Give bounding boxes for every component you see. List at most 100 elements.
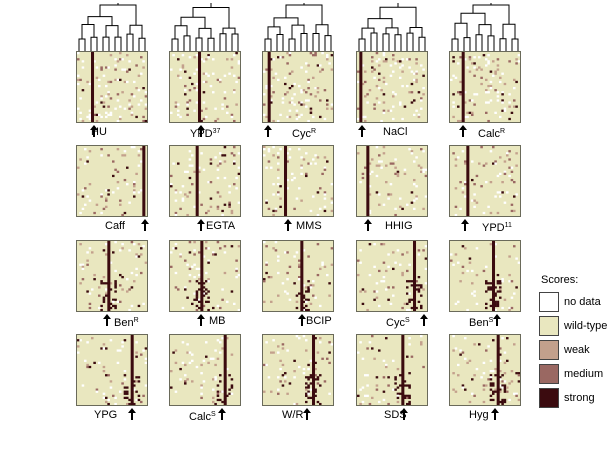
heatmap-cell <box>219 351 222 354</box>
heatmap-cell <box>140 56 143 59</box>
heatmap-cell <box>309 359 313 362</box>
heatmap-cell <box>114 241 117 244</box>
heatmap-cell <box>378 349 381 352</box>
heatmap-cell <box>179 191 182 194</box>
heatmap-cell <box>459 119 462 122</box>
heatmap-cell <box>424 174 427 178</box>
heatmap-cell <box>123 154 127 157</box>
heatmap-cell <box>401 273 404 277</box>
heatmap-cell <box>330 107 333 110</box>
heatmap-cell <box>515 164 518 167</box>
heatmap-cell <box>489 84 493 88</box>
heatmap-cell <box>387 109 390 112</box>
heatmap-cell <box>373 298 376 301</box>
heatmap-cell <box>265 166 268 169</box>
heatmap-cell <box>494 308 497 311</box>
heatmap-cell <box>293 207 296 211</box>
heatmap-cell <box>366 374 369 377</box>
heatmap-cell <box>415 70 418 73</box>
heatmap-cell <box>114 396 117 400</box>
heatmap-cell <box>510 170 514 173</box>
heatmap-cell <box>361 115 365 119</box>
heatmap-cell <box>420 170 423 173</box>
heatmap-cell <box>221 107 224 110</box>
heatmap-cell <box>288 115 292 119</box>
heatmap-cell <box>105 292 108 295</box>
heatmap-cell <box>198 170 201 173</box>
heatmap-cell <box>394 261 397 264</box>
heatmap-cell <box>489 286 493 289</box>
heatmap-cell <box>309 93 313 96</box>
heatmap-cell <box>123 386 127 389</box>
heatmap-cell <box>109 288 113 291</box>
heatmap-cell <box>212 388 215 391</box>
heatmap-cell <box>468 261 472 264</box>
heatmap-cell <box>105 288 108 291</box>
heatmap-cell <box>375 290 379 293</box>
heatmap-cell <box>375 52 379 55</box>
heatmap-cell <box>102 300 106 303</box>
heatmap-cell <box>459 207 462 211</box>
heatmap-cell <box>263 278 266 281</box>
heatmap-cell <box>312 115 315 119</box>
heatmap-cell <box>326 103 329 106</box>
heatmap-cell <box>105 205 108 208</box>
heatmap-cell <box>193 276 196 279</box>
heatmap-cell <box>312 54 315 57</box>
heatmap-cell <box>312 284 315 287</box>
heatmap-cell <box>186 343 189 346</box>
heatmap-cell <box>464 183 467 186</box>
heatmap-cell <box>503 107 507 110</box>
heatmap-cell <box>263 103 266 106</box>
heatmap-cell <box>291 178 294 182</box>
heatmap-cell <box>121 276 124 279</box>
heatmap-cell <box>295 306 299 310</box>
heatmap-cell <box>373 265 376 268</box>
heatmap-cell <box>406 302 409 306</box>
heatmap-cell <box>461 384 465 387</box>
heatmap-cell <box>417 288 421 291</box>
heatmap-cell <box>403 105 407 108</box>
heatmap-cell <box>510 380 514 383</box>
dendrogram-branch <box>406 32 414 51</box>
heatmap-cell <box>81 384 85 387</box>
heatmap-cell <box>128 60 131 63</box>
heatmap-cell <box>109 111 113 114</box>
heatmap-cell <box>482 54 486 57</box>
heatmap-cell <box>368 341 372 344</box>
heatmap-cell <box>307 80 310 84</box>
heatmap-cell <box>420 97 423 100</box>
heatmap-cell <box>102 276 106 279</box>
heatmap-cell <box>142 245 145 248</box>
heatmap-cell <box>86 363 89 367</box>
heatmap-cell <box>221 209 224 213</box>
heatmap-cell <box>496 302 500 306</box>
heatmap-cell <box>198 191 201 194</box>
up-arrow-icon <box>420 314 428 326</box>
heatmap-cell <box>489 211 493 215</box>
heatmap-cell <box>394 378 397 381</box>
heatmap-cell <box>286 115 289 119</box>
heatmap-cell <box>396 249 400 252</box>
heatmap-cell <box>272 76 275 79</box>
panel-label-text: Ben <box>469 317 489 329</box>
heatmap-cell <box>188 176 192 180</box>
heatmap-cell <box>508 117 511 121</box>
heatmap-cell <box>119 203 122 206</box>
heatmap-cell <box>81 60 85 63</box>
heatmap-cell <box>126 183 129 186</box>
heatmap-cell <box>503 109 507 112</box>
heatmap-cell <box>202 72 206 75</box>
heatmap-cell <box>107 154 110 157</box>
heatmap-cell <box>237 152 240 155</box>
panel-label-superscript: R <box>133 317 139 324</box>
heatmap-cell <box>93 273 96 277</box>
heatmap-cell <box>459 353 462 356</box>
heatmap-cell <box>135 64 138 67</box>
heatmap-cell <box>415 156 418 159</box>
heatmap-cell <box>382 146 386 149</box>
heatmap-cell <box>193 109 196 112</box>
heatmap-cell <box>202 380 206 383</box>
heatmap-cell <box>361 82 365 86</box>
heatmap-cell <box>191 82 194 86</box>
